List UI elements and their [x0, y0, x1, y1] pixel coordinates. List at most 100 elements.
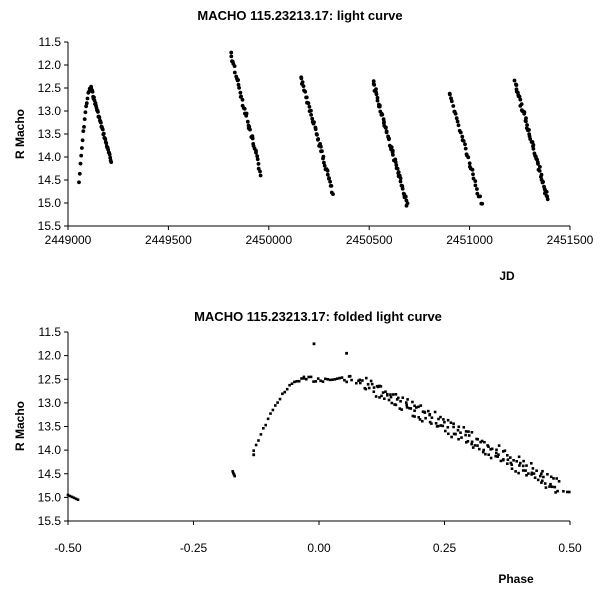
data-point: [531, 467, 535, 470]
data-point: [293, 380, 296, 384]
chart-title: MACHO 115.23213.17: folded light curve: [194, 309, 442, 324]
data-point: [479, 440, 482, 444]
data-point: [389, 145, 394, 150]
data-point: [517, 94, 522, 99]
data-point: [391, 153, 395, 157]
y-tick-label: 15.5: [38, 514, 62, 528]
data-point: [345, 380, 348, 384]
data-point: [252, 453, 256, 457]
data-point: [371, 79, 376, 84]
data-point: [345, 351, 348, 355]
data-point: [394, 403, 398, 407]
data-point: [381, 391, 385, 394]
data-point: [109, 160, 114, 165]
data-point: [398, 407, 402, 410]
data-point: [389, 393, 392, 396]
data-point: [506, 454, 509, 457]
data-point: [449, 421, 453, 424]
data-point: [250, 136, 255, 141]
data-point: [450, 435, 453, 439]
data-point: [517, 471, 520, 475]
data-point: [397, 396, 400, 400]
data-point: [475, 191, 480, 196]
data-point: [376, 385, 380, 389]
data-point: [274, 404, 277, 407]
data-point: [232, 70, 237, 75]
data-points: [66, 342, 571, 501]
x-tick-label: 0.50: [558, 541, 582, 555]
data-point: [464, 430, 468, 433]
data-point: [533, 476, 537, 479]
data-point: [394, 393, 398, 396]
data-point: [304, 95, 309, 100]
data-point: [439, 424, 443, 427]
data-point: [541, 479, 544, 483]
data-point: [421, 419, 424, 423]
data-point: [375, 98, 380, 103]
data-point: [409, 407, 413, 410]
data-point: [436, 424, 440, 428]
data-point: [372, 390, 376, 393]
data-point: [519, 461, 522, 465]
data-point: [540, 481, 543, 484]
data-point: [456, 123, 461, 128]
data-point: [380, 394, 383, 398]
data-point: [490, 447, 494, 451]
data-point: [427, 409, 430, 413]
x-tick-label: 0.25: [433, 541, 457, 555]
data-point: [437, 417, 440, 421]
data-point: [309, 113, 313, 117]
data-point: [466, 440, 470, 443]
data-point: [466, 155, 471, 160]
data-point: [361, 379, 364, 382]
data-point: [456, 428, 460, 432]
data-point: [77, 171, 82, 176]
data-point: [343, 378, 346, 382]
data-point: [541, 180, 545, 184]
data-point: [467, 430, 470, 433]
data-point: [417, 405, 420, 409]
y-tick-label: 13.5: [38, 420, 62, 434]
data-point: [331, 192, 335, 197]
data-point: [552, 477, 555, 480]
data-point: [487, 453, 490, 456]
data-point: [550, 485, 554, 489]
data-point: [379, 385, 383, 388]
data-point: [405, 401, 408, 404]
data-point: [524, 116, 528, 121]
data-point: [359, 381, 362, 385]
data-point: [499, 459, 503, 463]
data-point: [503, 449, 507, 452]
y-tick-label: 13.0: [38, 396, 62, 410]
data-point: [538, 165, 542, 169]
data-point: [544, 486, 548, 489]
data-point: [333, 378, 337, 381]
data-point: [536, 478, 540, 482]
data-point: [497, 444, 501, 447]
data-point: [497, 453, 500, 456]
data-point: [433, 410, 437, 414]
data-point: [400, 184, 405, 188]
data-point: [470, 167, 475, 172]
data-point: [97, 115, 102, 120]
data-point: [276, 401, 279, 404]
data-point: [502, 458, 505, 461]
data-point: [307, 104, 312, 109]
data-point: [372, 386, 376, 389]
data-point: [556, 489, 559, 493]
data-point: [411, 400, 414, 404]
data-point: [509, 456, 512, 459]
data-point: [348, 374, 352, 378]
data-point: [384, 130, 389, 135]
data-point: [82, 125, 86, 129]
data-point: [237, 86, 242, 90]
data-point: [92, 95, 96, 100]
data-point: [539, 474, 542, 478]
data-point: [245, 119, 250, 124]
data-point: [487, 445, 490, 448]
data-point: [452, 425, 455, 429]
data-point: [510, 467, 514, 470]
x-tick-label: 2451500: [547, 233, 594, 247]
data-point: [258, 169, 262, 174]
data-point: [244, 113, 249, 118]
